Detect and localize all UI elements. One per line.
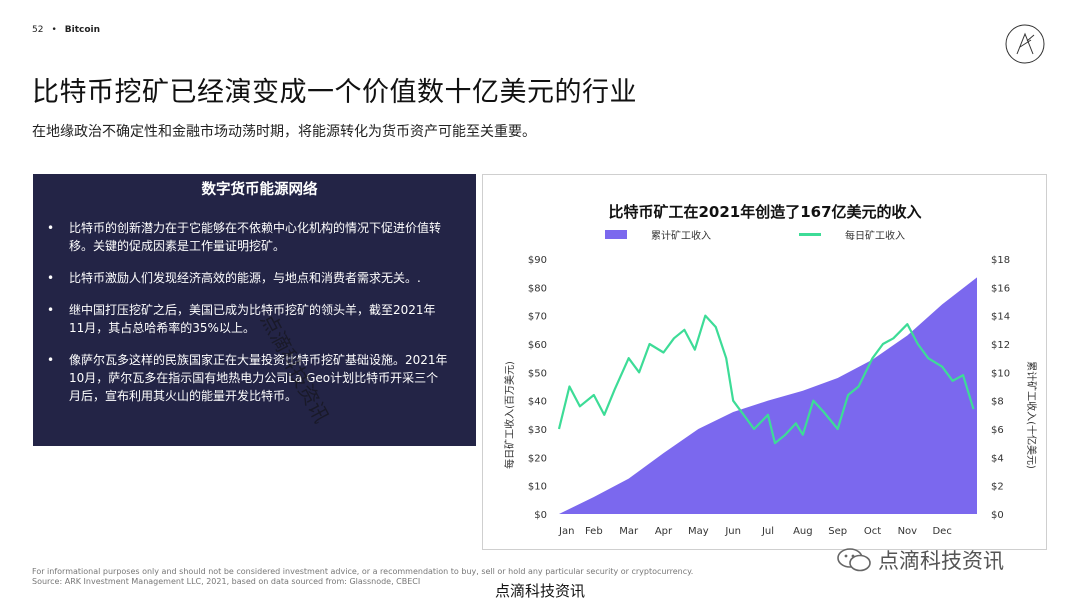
y-tick-left: $0 — [534, 510, 547, 521]
y-tick-right: $8 — [991, 397, 1004, 408]
bullet-list: 比特币的创新潜力在于它能够在不依赖中心化机构的情况下促进价值转移。关键的促成因素… — [47, 219, 450, 405]
section-name: Bitcoin — [64, 25, 101, 35]
mining-revenue-chart: 比特币矿工在2021年创造了167亿美元的收入 累计矿工收入 每日矿工收入 每日… — [503, 203, 1038, 537]
daily-revenue-line — [557, 314, 975, 445]
y-tick-left: $90 — [528, 255, 547, 266]
page-number: 52 — [32, 25, 44, 35]
watermark: 点滴科技资讯 — [836, 545, 1004, 575]
wechat-icon — [837, 548, 871, 572]
legend-label-cumulative: 累计矿工收入 — [651, 229, 711, 242]
watermark-text: 点滴科技资讯 — [878, 549, 1004, 573]
panel-title: 数字货币能源网络 — [201, 181, 318, 198]
y-tick-left: $60 — [528, 340, 547, 351]
x-tick: Jul — [761, 526, 774, 537]
legend-swatch-cumulative — [605, 230, 627, 239]
plot-area: $0 $10 $20 $30 $40 $50 $60 $70 $80 $90 $0 $2 $4 $6 $8 $… — [528, 255, 1010, 537]
cumulative-revenue-area — [559, 277, 977, 514]
header-separator: • — [51, 25, 57, 35]
x-tick: Jun — [724, 526, 741, 537]
y-axis-label-right: 累计矿工收入(十亿美元) — [1025, 361, 1038, 469]
x-tick: Dec — [932, 526, 951, 537]
page-title: 比特币挖矿已经演变成一个价值数十亿美元的行业 — [32, 77, 637, 108]
x-tick: Nov — [898, 526, 918, 537]
x-tick: Jan — [558, 526, 574, 537]
y-tick-left: $80 — [528, 283, 547, 294]
footnote: For informational purposes only and shou… — [32, 567, 693, 587]
x-tick: May — [688, 526, 709, 537]
footnote-disclaimer: For informational purposes only and shou… — [32, 567, 694, 576]
x-tick: Sep — [828, 526, 847, 537]
legend-swatch-daily — [799, 233, 821, 236]
y-tick-left: $70 — [528, 312, 547, 323]
y-tick-right: $14 — [991, 312, 1010, 323]
bullet-item: 比特币激励人们发现经济高效的能源，与地点和消费者需求无关。. — [47, 269, 450, 287]
bullet-item: 像萨尔瓦多这样的民族国家正在大量投资比特币挖矿基础设施。2021年10月，萨尔瓦… — [47, 351, 450, 405]
y-tick-right: $18 — [991, 255, 1010, 266]
info-panel: 数字货币能源网络 比特币的创新潜力在于它能够在不依赖中心化机构的情况下促进价值转… — [33, 174, 476, 446]
y-tick-left: $30 — [528, 425, 547, 436]
y-tick-left: $20 — [528, 453, 547, 464]
y-tick-left: $50 — [528, 368, 547, 379]
y-tick-left: $40 — [528, 397, 547, 408]
bottom-brand: 点滴科技资讯 — [494, 582, 585, 600]
x-tick: Feb — [585, 526, 603, 537]
y-tick-right: $0 — [991, 510, 1004, 521]
bullet-item: 比特币的创新潜力在于它能够在不依赖中心化机构的情况下促进价值转移。关键的促成因素… — [47, 219, 450, 255]
legend-label-daily: 每日矿工收入 — [845, 229, 905, 242]
y-tick-right: $12 — [991, 340, 1010, 351]
page-subtitle: 在地缘政治不确定性和金融市场动荡时期，将能源转化为货币资产可能至关重要。 — [32, 124, 536, 140]
bullet-item: 继中国打压挖矿之后，美国已成为比特币挖矿的领头羊，截至2021年11月，其占总哈… — [47, 301, 450, 337]
header: 52 • Bitcoin — [32, 25, 100, 35]
chart-title: 比特币矿工在2021年创造了167亿美元的收入 — [608, 203, 921, 221]
y-tick-left: $10 — [528, 482, 547, 493]
chart-legend: 累计矿工收入 每日矿工收入 — [605, 229, 905, 242]
footnote-source: Source: ARK Investment Management LLC, 2… — [32, 577, 421, 586]
x-tick: Apr — [655, 526, 673, 537]
y-tick-right: $4 — [991, 453, 1004, 464]
y-tick-right: $6 — [991, 425, 1004, 436]
y-tick-right: $10 — [991, 368, 1010, 379]
x-tick: Oct — [864, 526, 881, 537]
x-tick: Mar — [619, 526, 639, 537]
x-tick: Aug — [793, 526, 813, 537]
y-tick-right: $2 — [991, 482, 1004, 493]
y-axis-label-left: 每日矿工收入(百万美元) — [503, 361, 516, 469]
ark-logo-icon — [1005, 24, 1045, 64]
chart-container: 比特币矿工在2021年创造了167亿美元的收入 累计矿工收入 每日矿工收入 每日… — [482, 174, 1047, 550]
y-tick-right: $16 — [991, 283, 1010, 294]
